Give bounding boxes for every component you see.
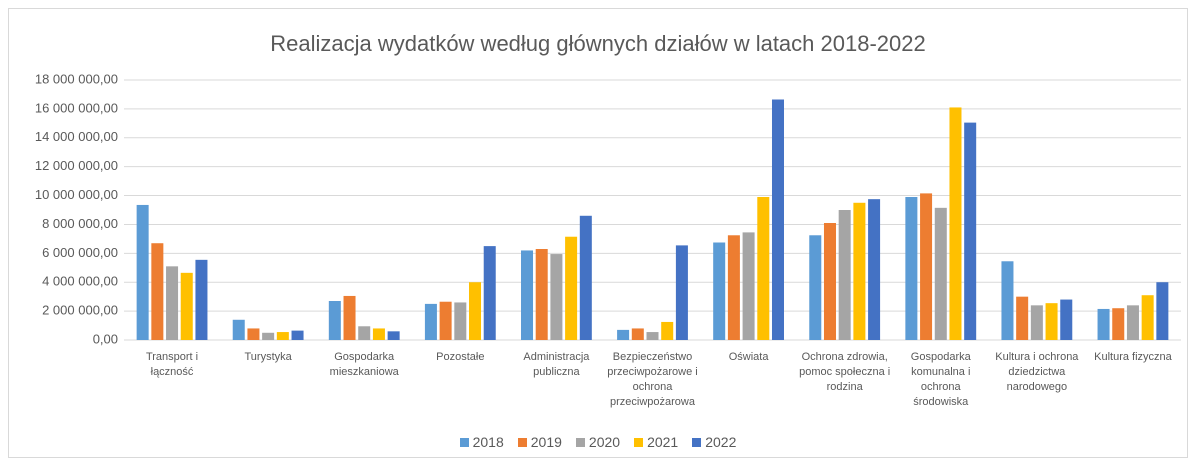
bar: [1156, 282, 1169, 340]
bar: [949, 107, 962, 340]
bar: [328, 301, 341, 340]
legend-swatch: [459, 437, 469, 447]
bar: [713, 242, 726, 340]
y-tick-label: 12 000 000,00: [35, 158, 118, 173]
bar: [675, 245, 688, 340]
legend-label: 2021: [647, 434, 679, 450]
y-tick-label: 16 000 000,00: [35, 100, 118, 115]
y-tick-label: 2 000 000,00: [42, 303, 118, 318]
bar: [166, 266, 179, 340]
x-tick-label: Kultura fizyczna: [1094, 351, 1172, 363]
x-tick-label: Turystyka: [244, 351, 292, 363]
chart-border: [8, 8, 1188, 458]
bar: [565, 236, 578, 340]
bar: [276, 332, 289, 340]
bar: [550, 254, 563, 340]
legend-swatch: [575, 437, 585, 447]
bar: [136, 204, 149, 340]
bar: [195, 259, 208, 340]
chart-title: Realizacja wydatków według głównych dzia…: [270, 31, 925, 56]
bar: [757, 197, 770, 340]
y-tick-label: 0,00: [93, 331, 118, 346]
bar: [372, 328, 385, 340]
bar: [343, 295, 356, 340]
bar: [387, 331, 400, 340]
legend-label: 2018: [472, 434, 504, 450]
y-tick-label: 14 000 000,00: [35, 129, 118, 144]
bar: [1097, 308, 1110, 340]
x-tick-label: Pozostałe: [436, 351, 485, 363]
bar: [358, 326, 371, 340]
bar: [1112, 308, 1125, 340]
x-tick-label: Kultura i ochrona dziedzictwa narodowego: [995, 351, 1079, 393]
bar: [1045, 303, 1058, 340]
bar: [151, 243, 164, 340]
x-tick-label: Ochrona zdrowia, pomoc społeczna i rodzi…: [799, 351, 891, 393]
bar: [727, 235, 740, 340]
x-tick-label: Gospodarka mieszkaniowa: [329, 351, 399, 378]
bar: [809, 235, 822, 340]
legend-swatch: [692, 437, 702, 447]
bar: [579, 215, 592, 340]
bar: [1141, 295, 1154, 340]
bar: [262, 332, 275, 340]
x-tick-label: Transport i łączność: [145, 351, 199, 378]
bar: [1126, 305, 1139, 340]
bar: [424, 303, 437, 340]
legend-item: 2019: [517, 434, 562, 450]
legend-label: 2022: [705, 434, 737, 450]
bar: [868, 199, 881, 340]
legend-item: 2020: [575, 434, 621, 450]
bar: [934, 207, 947, 340]
bar: [661, 321, 674, 340]
bar: [823, 223, 836, 340]
y-tick-label: 8 000 000,00: [42, 216, 118, 231]
legend-swatch: [634, 437, 644, 447]
legend: 2018 2019 2020 2021 2022: [0, 434, 1196, 450]
bar: [617, 329, 630, 340]
legend-item: 2018: [459, 434, 504, 450]
legend-label: 2020: [588, 434, 621, 450]
bar: [853, 202, 866, 340]
x-tick-label: Bezpieczeństwo przeciwpożarowe i ochrona…: [607, 351, 698, 408]
legend-item: 2022: [692, 434, 736, 450]
y-tick-label: 4 000 000,00: [42, 274, 118, 289]
bar: [454, 302, 467, 340]
bar: [1001, 261, 1014, 340]
bar: [771, 99, 785, 340]
bar: [291, 330, 304, 340]
bar: [1030, 305, 1043, 340]
legend-item: 2021: [634, 434, 678, 450]
bar: [483, 246, 496, 340]
x-tick-label: Gospodarka komunalna i ochrona środowisk…: [910, 351, 971, 408]
legend-swatch: [517, 437, 527, 447]
bar: [920, 193, 933, 340]
bar: [964, 122, 977, 340]
bar: [439, 301, 452, 340]
y-tick-label: 10 000 000,00: [35, 187, 118, 202]
bar: [631, 328, 644, 340]
bar: [838, 210, 851, 340]
bar: [535, 249, 548, 340]
x-tick-label: Oświata: [728, 351, 769, 363]
bar: [1060, 299, 1073, 340]
bar: [742, 232, 755, 340]
x-tick-label: Administracja publiczna: [523, 351, 590, 378]
bar: [247, 328, 260, 340]
bar: [905, 197, 918, 340]
y-tick-label: 6 000 000,00: [42, 245, 118, 260]
bar: [232, 319, 245, 340]
bar: [1016, 296, 1029, 340]
bar: [469, 282, 482, 340]
legend-label: 2019: [530, 434, 562, 450]
bar: [180, 272, 193, 340]
bar: [646, 332, 659, 340]
y-tick-label: 18 000 000,00: [35, 71, 118, 86]
bar: [520, 250, 534, 340]
